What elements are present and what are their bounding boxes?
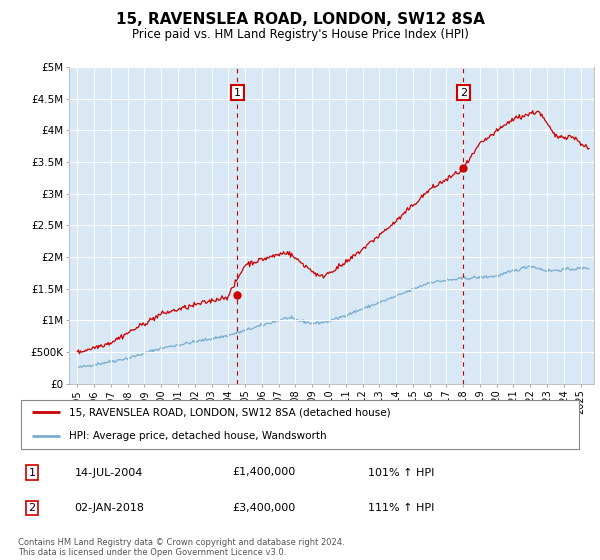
Text: 15, RAVENSLEA ROAD, LONDON, SW12 8SA: 15, RAVENSLEA ROAD, LONDON, SW12 8SA [116,12,484,27]
Text: 111% ↑ HPI: 111% ↑ HPI [368,503,434,513]
FancyBboxPatch shape [21,400,579,449]
Text: 15, RAVENSLEA ROAD, LONDON, SW12 8SA (detached house): 15, RAVENSLEA ROAD, LONDON, SW12 8SA (de… [69,408,391,418]
Text: 02-JAN-2018: 02-JAN-2018 [74,503,145,513]
Text: £3,400,000: £3,400,000 [232,503,296,513]
Text: HPI: Average price, detached house, Wandsworth: HPI: Average price, detached house, Wand… [69,431,326,441]
Text: 1: 1 [234,87,241,97]
Text: Contains HM Land Registry data © Crown copyright and database right 2024.
This d: Contains HM Land Registry data © Crown c… [18,538,344,557]
Text: £1,400,000: £1,400,000 [232,468,296,478]
Text: Price paid vs. HM Land Registry's House Price Index (HPI): Price paid vs. HM Land Registry's House … [131,28,469,41]
Text: 2: 2 [29,503,35,513]
Text: 2: 2 [460,87,467,97]
Text: 101% ↑ HPI: 101% ↑ HPI [368,468,434,478]
Text: 14-JUL-2004: 14-JUL-2004 [74,468,143,478]
Text: 1: 1 [29,468,35,478]
